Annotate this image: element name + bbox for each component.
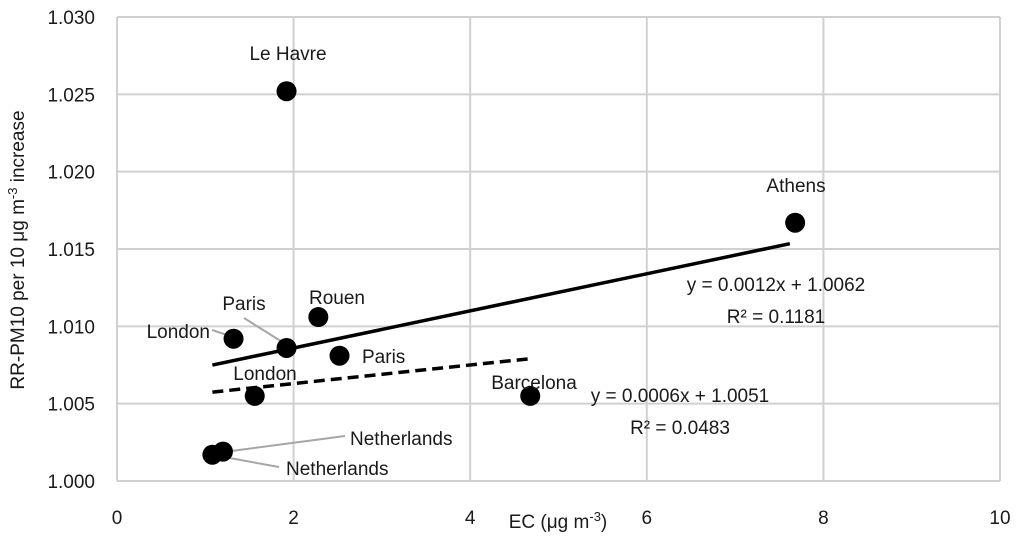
label-leader-line	[223, 435, 346, 453]
x-tick-label: 2	[288, 508, 299, 529]
tick-labels: 1.000 1.005 1.010 1.015 1.020 1.025 1.030 0 2 4 6 8…	[47, 8, 1010, 529]
data-point	[520, 385, 541, 406]
point-label: Rouen	[309, 288, 365, 309]
y-tick-label: 1.025	[47, 85, 95, 106]
data-point	[276, 81, 297, 102]
y-tick-label: 1.000	[47, 472, 95, 493]
x-tick-label: 8	[818, 508, 829, 529]
point-label: Paris	[222, 294, 265, 315]
x-axis-title: EC (μg m-3)	[509, 509, 608, 533]
data-point	[244, 385, 265, 406]
trendline-equations: y = 0.0012x + 1.0062 R² = 0.1181 y = 0.000…	[591, 275, 866, 439]
data-point	[329, 345, 350, 366]
trendline-r-squared: R² = 0.1181	[727, 307, 825, 328]
trendline-dashed	[212, 356, 531, 394]
y-tick-label: 1.005	[47, 395, 95, 416]
y-tick-label: 1.030	[47, 8, 95, 29]
data-point	[276, 337, 297, 358]
data-point	[785, 212, 806, 233]
y-tick-label: 1.010	[47, 317, 95, 338]
y-tick-label: 1.020	[47, 163, 95, 184]
data-point	[202, 444, 223, 465]
trendline-equation: y = 0.0006x + 1.0051	[591, 386, 770, 407]
point-label: Netherlands	[286, 459, 388, 480]
x-tick-label: 6	[642, 508, 653, 529]
trendline-r-squared: R² = 0.0483	[630, 418, 730, 439]
data-point	[223, 328, 244, 349]
point-label: Paris	[362, 347, 405, 368]
label-leader-line	[243, 317, 288, 346]
y-axis-title: RR-PM10 per 10 μg m-3 increase	[5, 110, 29, 389]
point-label: London	[233, 364, 296, 385]
trendlines	[212, 241, 791, 394]
trendline-equation: y = 0.0012x + 1.0062	[687, 275, 866, 296]
x-tick-label: 10	[989, 508, 1010, 529]
trendline-solid	[212, 241, 791, 367]
point-label: Athens	[766, 176, 825, 197]
gridlines	[116, 16, 1001, 482]
point-label: Le Havre	[249, 44, 326, 65]
x-tick-label: 4	[465, 508, 476, 529]
data-point	[308, 307, 329, 328]
point-label: Netherlands	[350, 429, 452, 450]
y-tick-label: 1.015	[47, 240, 95, 261]
data-points	[202, 81, 806, 465]
point-labels: Le Havre Athens Rouen Paris London Paris Londo…	[147, 44, 826, 480]
point-label: Barcelona	[491, 373, 577, 394]
x-tick-label: 0	[112, 508, 123, 529]
point-label: London	[147, 322, 210, 343]
